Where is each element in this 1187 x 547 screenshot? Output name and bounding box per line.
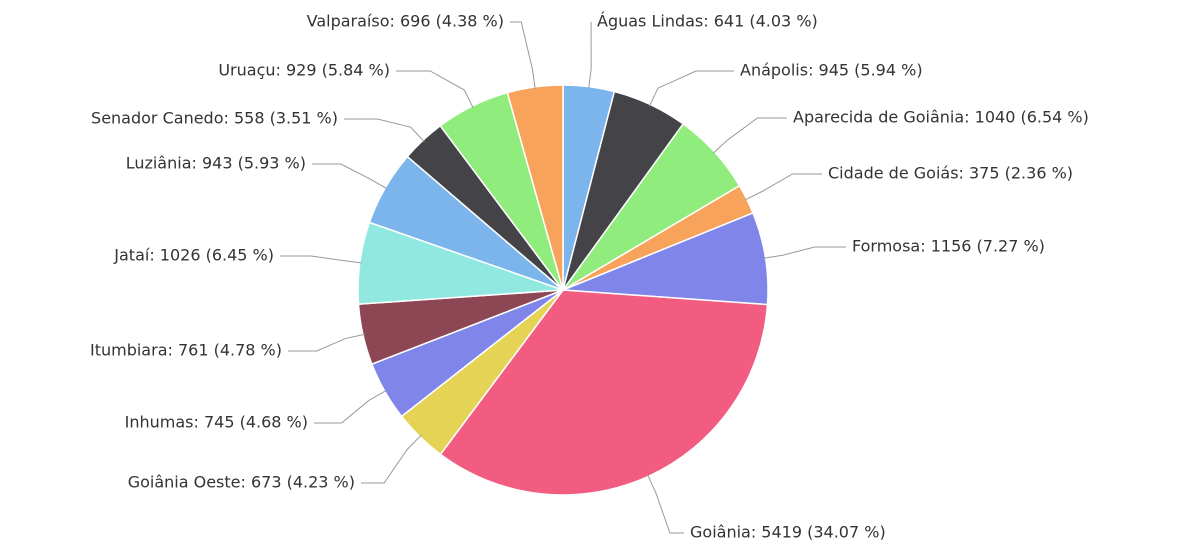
- connector: [314, 389, 387, 424]
- data-label: Luziânia: 943 (5.93 %): [126, 154, 306, 173]
- data-label: Formosa: 1156 (7.27 %): [852, 237, 1045, 256]
- data-label: Aparecida de Goiânia: 1040 (6.54 %): [793, 108, 1089, 127]
- data-label: Itumbiara: 761 (4.78 %): [90, 341, 282, 360]
- data-label: Valparaíso: 696 (4.38 %): [307, 12, 504, 31]
- data-label: Goiânia: 5419 (34.07 %): [690, 523, 886, 542]
- connector: [744, 173, 822, 201]
- connector: [648, 70, 734, 107]
- data-label: Águas Lindas: 641 (4.03 %): [597, 12, 818, 31]
- data-label: Goiânia Oeste: 673 (4.23 %): [128, 473, 355, 492]
- data-label: Inhumas: 745 (4.68 %): [125, 413, 308, 432]
- data-label: Senador Canedo: 558 (3.51 %): [91, 109, 338, 128]
- data-label: Cidade de Goiás: 375 (2.36 %): [828, 164, 1073, 183]
- connector: [361, 434, 422, 484]
- connector: [280, 255, 362, 264]
- connector: [763, 246, 846, 259]
- data-label: Anápolis: 945 (5.94 %): [740, 61, 923, 80]
- connector: [312, 163, 388, 190]
- connector: [344, 118, 425, 143]
- connector: [288, 333, 365, 352]
- connector: [712, 117, 787, 154]
- data-label: Uruaçu: 929 (5.84 %): [218, 61, 390, 80]
- connector: [588, 21, 592, 89]
- connector: [647, 474, 684, 534]
- data-label: Jataí: 1026 (6.45 %): [113, 246, 274, 265]
- connector: [396, 70, 474, 109]
- connector: [510, 21, 536, 89]
